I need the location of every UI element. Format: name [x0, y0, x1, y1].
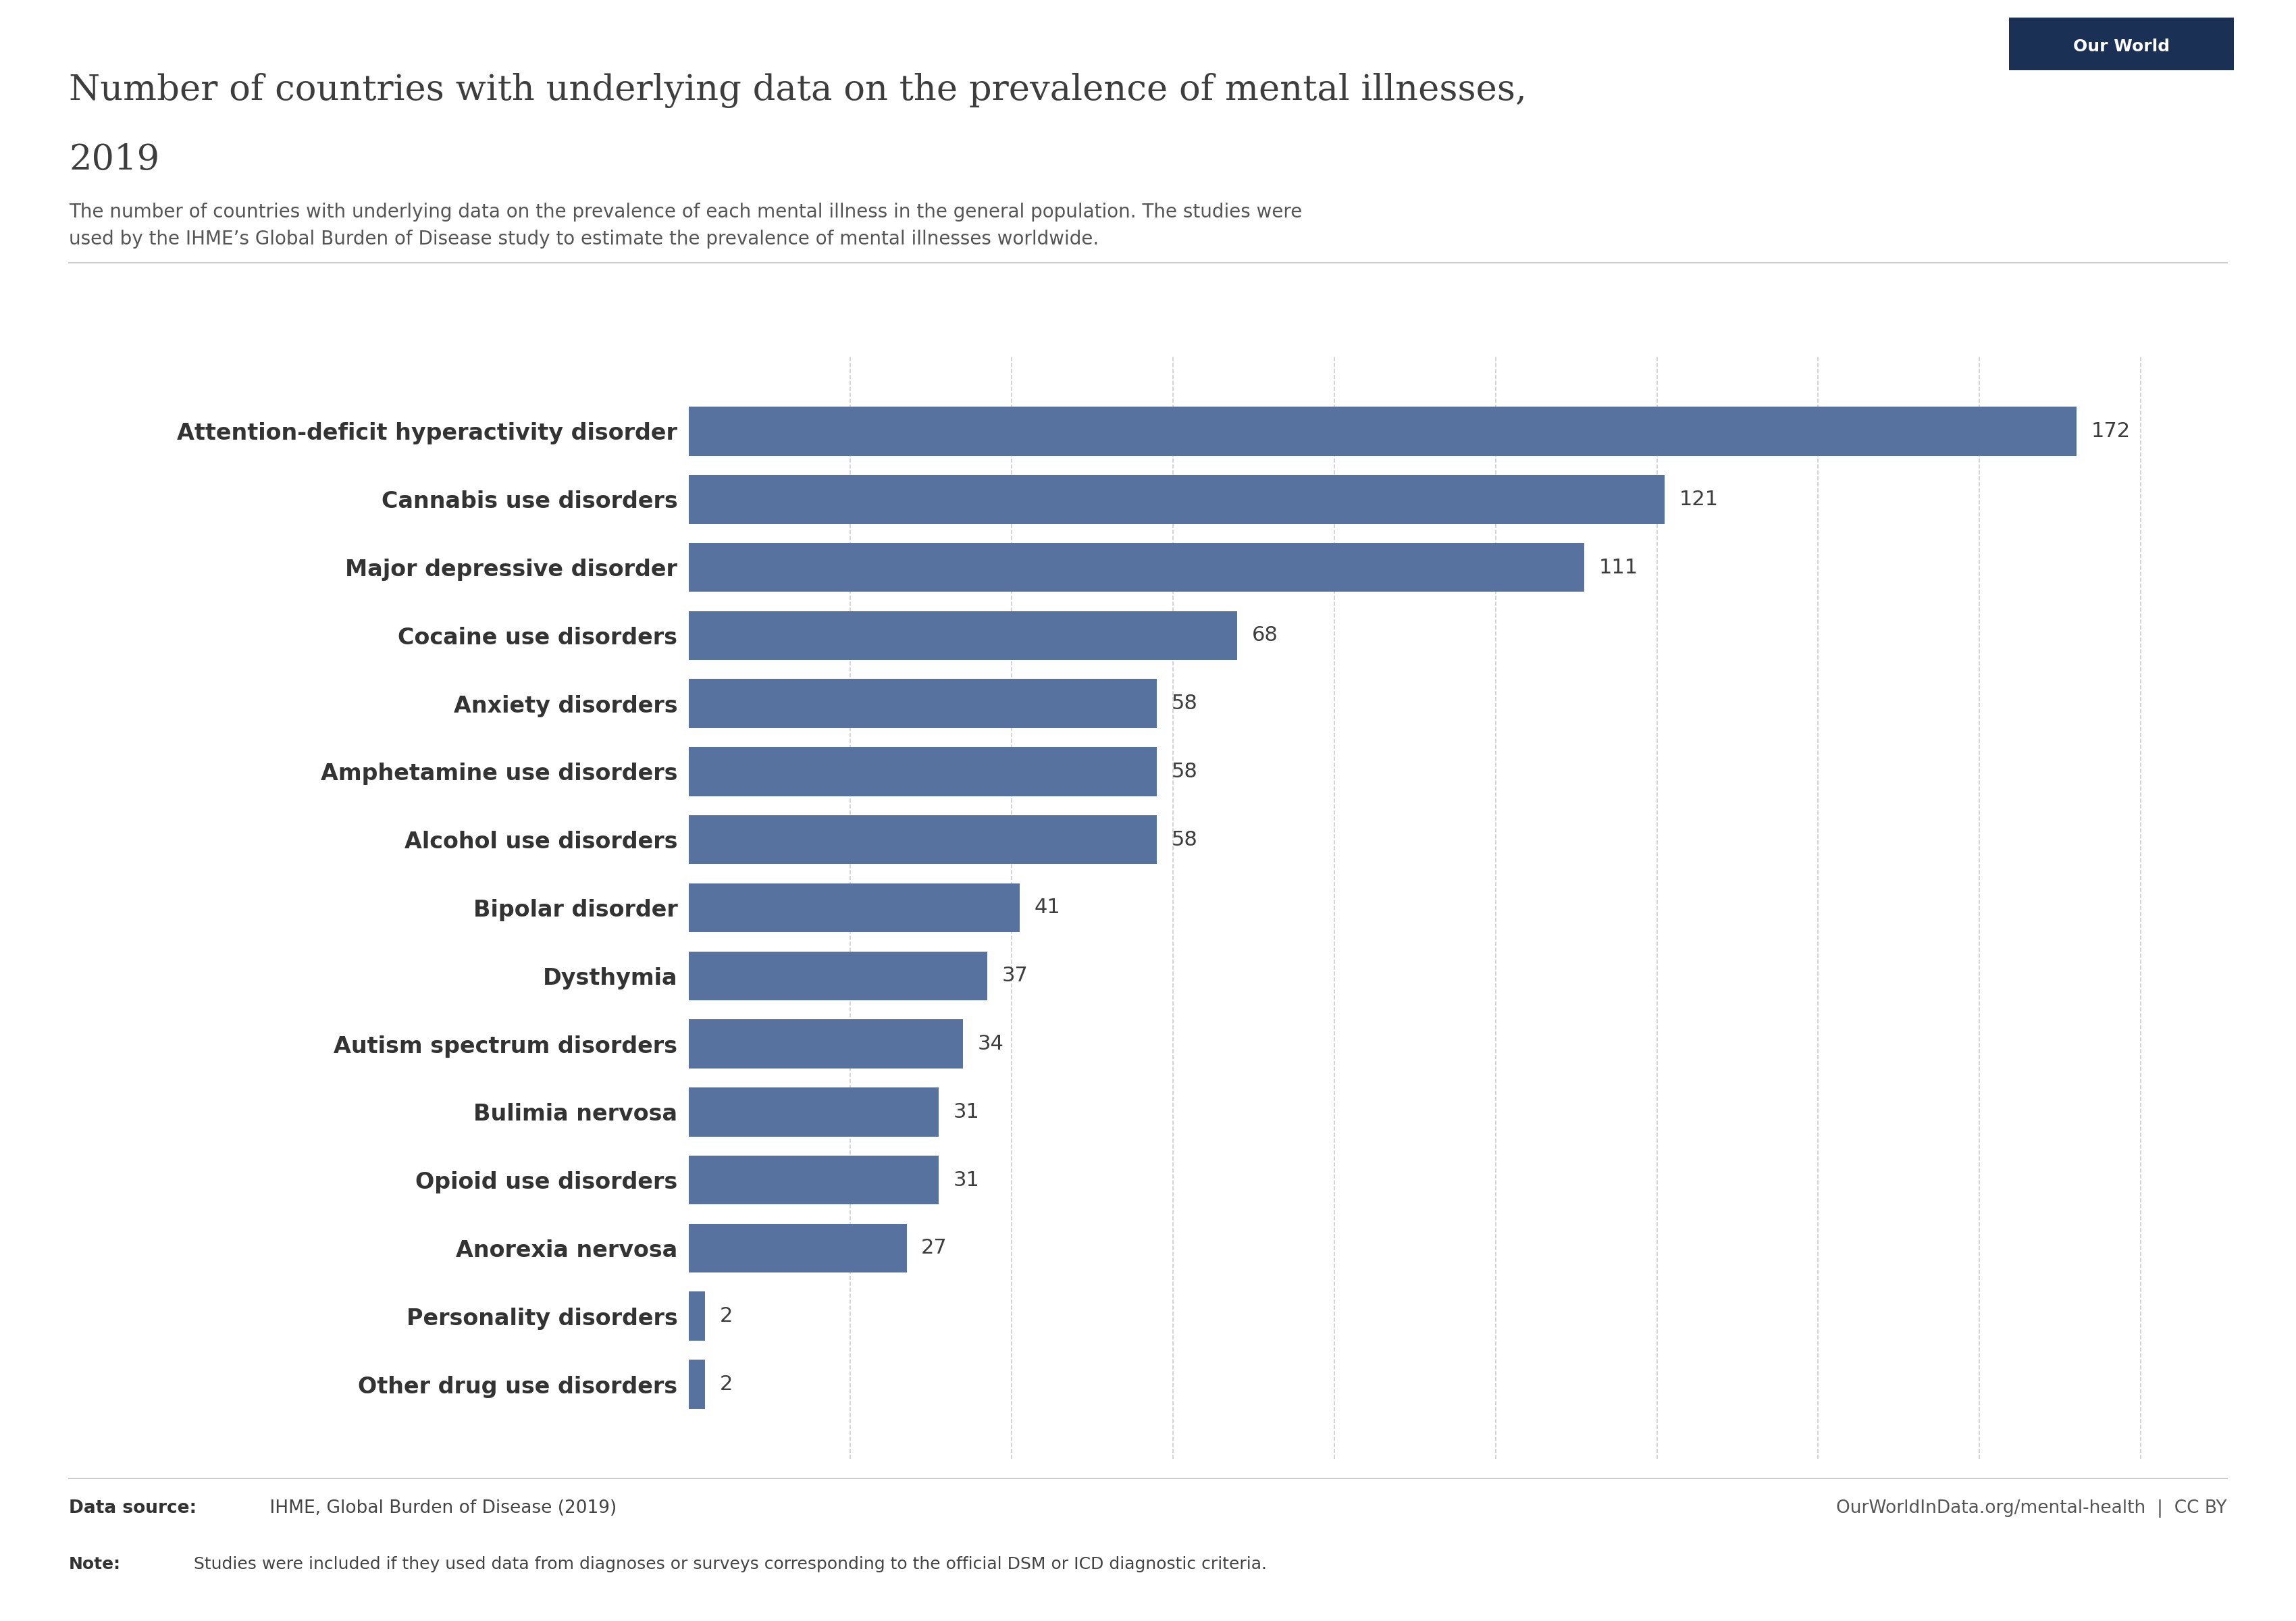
Text: Data source:: Data source:	[69, 1499, 197, 1517]
Text: 2: 2	[719, 1307, 732, 1326]
Bar	[689, 1156, 939, 1204]
Text: 2019: 2019	[69, 143, 158, 177]
Text: 58: 58	[1171, 694, 1199, 713]
Bar	[689, 883, 1019, 932]
Text: 41: 41	[1033, 898, 1061, 917]
Text: IHME, Global Burden of Disease (2019): IHME, Global Burden of Disease (2019)	[264, 1499, 618, 1517]
Text: 58: 58	[1171, 830, 1199, 849]
Bar	[689, 815, 1157, 864]
Bar	[2009, 18, 2234, 70]
Text: Our World: Our World	[2073, 39, 2170, 55]
Text: 34: 34	[978, 1034, 1003, 1054]
Text: 68: 68	[1251, 626, 1279, 645]
Bar	[689, 679, 1157, 728]
Text: The number of countries with underlying data on the prevalence of each mental il: The number of countries with underlying …	[69, 203, 1302, 248]
Bar	[689, 1088, 939, 1136]
Bar	[689, 611, 1238, 660]
Bar	[689, 407, 2076, 456]
Text: 121: 121	[1678, 490, 1720, 509]
Text: Number of countries with underlying data on the prevalence of mental illnesses,: Number of countries with underlying data…	[69, 73, 1527, 109]
Bar	[689, 1360, 705, 1409]
Text: 31: 31	[953, 1170, 980, 1190]
Bar	[689, 747, 1157, 796]
Text: 111: 111	[1598, 558, 1637, 577]
Text: 31: 31	[953, 1102, 980, 1122]
Text: 58: 58	[1171, 762, 1199, 781]
Bar	[689, 1292, 705, 1341]
Text: 172: 172	[2092, 421, 2131, 441]
Bar	[689, 1224, 907, 1272]
Bar	[689, 1020, 962, 1068]
Text: Studies were included if they used data from diagnoses or surveys corresponding : Studies were included if they used data …	[188, 1556, 1267, 1572]
Bar	[689, 952, 987, 1000]
Text: 37: 37	[1001, 966, 1029, 986]
Bar	[689, 475, 1665, 524]
Bar	[689, 543, 1584, 592]
Text: Note:: Note:	[69, 1556, 122, 1572]
Text: in Data: in Data	[2087, 91, 2156, 107]
Text: 27: 27	[921, 1238, 948, 1258]
Text: OurWorldInData.org/mental-health  |  CC BY: OurWorldInData.org/mental-health | CC BY	[1837, 1499, 2227, 1517]
Text: 2: 2	[719, 1375, 732, 1394]
